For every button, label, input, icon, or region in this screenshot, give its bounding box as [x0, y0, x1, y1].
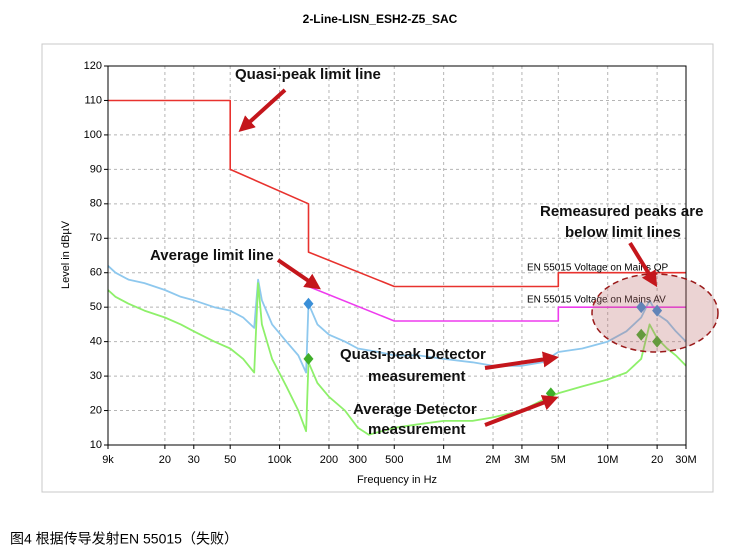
- series-line: [108, 99, 686, 288]
- x-tick-label: 30: [188, 454, 200, 466]
- x-tick-label: 20: [159, 454, 171, 466]
- annotation: Remeasured peaks are: [540, 203, 703, 220]
- y-tick-label: 120: [84, 60, 102, 72]
- series-line: [308, 285, 686, 322]
- arrow: [484, 351, 559, 370]
- peak-marker: [652, 304, 663, 317]
- x-tick-label: 100k: [268, 454, 292, 466]
- x-tick-label: 500: [385, 454, 403, 466]
- x-tick-label: 50: [224, 454, 236, 466]
- chart-title: 2-Line-LISN_ESH2-Z5_SAC: [303, 12, 458, 26]
- x-tick-label: 20: [651, 454, 663, 466]
- peak-marker: [303, 297, 314, 310]
- peak-marker: [303, 352, 314, 365]
- arrow: [484, 395, 559, 427]
- annotation: measurement: [368, 368, 466, 385]
- y-tick-label: 60: [90, 267, 102, 279]
- plot-border: [107, 65, 687, 446]
- arrow: [628, 241, 658, 288]
- arrow: [276, 258, 321, 290]
- y-tick-label: 70: [90, 232, 102, 244]
- y-tick-label: 110: [84, 94, 102, 106]
- x-tick-label: 1M: [436, 454, 451, 466]
- x-tick-label: 3M: [514, 454, 529, 466]
- series-line: [107, 265, 687, 374]
- series-label: EN 55015 Voltage on Mains QP: [527, 263, 669, 274]
- x-tick-label: 30M: [675, 454, 696, 466]
- y-axis-label: Level in dBµV: [60, 220, 72, 289]
- plot-area: [108, 66, 686, 445]
- series-line: [107, 282, 687, 436]
- x-tick-label: 2M: [485, 454, 500, 466]
- peak-marker: [636, 301, 647, 314]
- annotation: below limit lines: [565, 224, 681, 241]
- peak-marker: [652, 335, 663, 348]
- x-tick-label: 10M: [597, 454, 618, 466]
- caption: 图4 根据传导发射EN 55015（失败）: [10, 531, 238, 547]
- x-tick-label: 300: [349, 454, 367, 466]
- annotation: Quasi-peak Detector: [340, 346, 486, 363]
- x-tick-label: 9k: [102, 454, 114, 466]
- x-axis-label: Frequency in Hz: [357, 474, 437, 486]
- series-label: EN 55015 Voltage on Mains AV: [527, 295, 666, 306]
- arrow: [238, 88, 287, 133]
- y-tick-label: 90: [90, 163, 102, 175]
- y-tick-label: 50: [90, 301, 102, 313]
- y-tick-label: 40: [90, 336, 102, 348]
- peak-marker: [636, 328, 647, 341]
- annotation: Average limit line: [150, 247, 274, 264]
- y-tick-label: 100: [84, 129, 102, 141]
- annotation: measurement: [368, 421, 466, 438]
- y-tick-label: 80: [90, 198, 102, 210]
- x-tick-label: 5M: [551, 454, 566, 466]
- annotation: Average Detector: [353, 401, 477, 418]
- y-tick-label: 30: [90, 370, 102, 382]
- y-tick-label: 20: [90, 404, 102, 416]
- highlight-ellipse: [591, 273, 719, 353]
- x-tick-label: 200: [320, 454, 338, 466]
- annotation: Quasi-peak limit line: [235, 66, 381, 83]
- y-tick-label: 10: [90, 439, 102, 451]
